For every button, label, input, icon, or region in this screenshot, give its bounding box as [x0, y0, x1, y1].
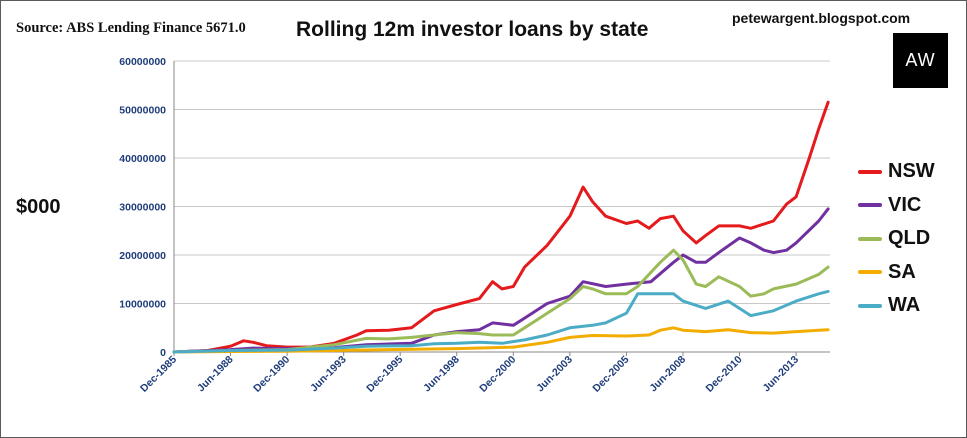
x-tick-label: Jun-1988	[195, 354, 236, 395]
legend-swatch	[858, 236, 882, 241]
series-layer	[172, 100, 830, 354]
legend-label: QLD	[888, 227, 931, 250]
x-tick-label: Dec-2010	[704, 354, 745, 395]
grid-layer	[174, 60, 830, 304]
legend-item-nsw: NSW	[858, 155, 935, 189]
series-line-qld	[172, 248, 830, 354]
x-tick-label: Jun-1998	[421, 354, 462, 395]
axis-layer	[173, 61, 830, 356]
series-line-nsw	[172, 100, 830, 354]
x-tick-label: Jun-2013	[761, 354, 802, 395]
legend-item-wa: WA	[858, 289, 935, 323]
x-tick-label: Dec-2005	[590, 354, 631, 395]
y-unit-label: $000	[16, 196, 61, 218]
x-tick-labels: Dec-1985 Jun-1988 Dec-1990 Jun-1993 Dec-1995…	[138, 354, 801, 395]
legend-label: SA	[888, 260, 916, 283]
legend-swatch	[858, 169, 882, 174]
x-tick-label: Dec-1985	[138, 354, 179, 395]
chart-title: Rolling 12m investor loans by state	[296, 18, 649, 41]
y-tick-label: 40000000	[119, 153, 166, 165]
x-tick-label: Jun-1993	[308, 354, 349, 395]
legend-swatch	[858, 270, 882, 275]
x-tick-label: Jun-2008	[647, 354, 688, 395]
aw-logo: AW	[893, 33, 948, 88]
legend-label: VIC	[888, 193, 922, 216]
legend-item-qld: QLD	[858, 222, 935, 256]
y-tick-label: 60000000	[119, 56, 166, 68]
y-tick-label: 10000000	[119, 299, 166, 311]
series-line-vic	[172, 207, 830, 354]
legend-swatch	[858, 303, 882, 308]
series-line-sa	[172, 326, 830, 354]
y-tick-label: 50000000	[119, 105, 166, 117]
y-tick-labels: 0 10000000 20000000 30000000 40000000 5000000…	[119, 56, 166, 359]
legend-item-vic: VIC	[858, 189, 935, 223]
legend-label: WA	[888, 294, 921, 317]
y-tick-label: 20000000	[119, 250, 166, 262]
legend: NSW VIC QLD SA WA	[858, 155, 935, 323]
source-note: Source: ABS Lending Finance 5671.0	[16, 20, 246, 36]
y-tick-label: 30000000	[119, 202, 166, 214]
legend-label: NSW	[888, 160, 935, 183]
x-tick-label: Jun-2003	[534, 354, 575, 395]
x-tick-label: Dec-2000	[477, 354, 518, 395]
legend-item-sa: SA	[858, 256, 935, 290]
y-tick-label: 0	[160, 347, 166, 359]
legend-swatch	[858, 203, 882, 208]
blog-url: petewargent.blogspot.com	[732, 10, 911, 26]
logo-text: AW	[905, 50, 936, 70]
series-line-wa	[172, 289, 830, 354]
x-tick-label: Dec-1990	[251, 354, 292, 395]
x-tick-label: Dec-1995	[364, 354, 405, 395]
